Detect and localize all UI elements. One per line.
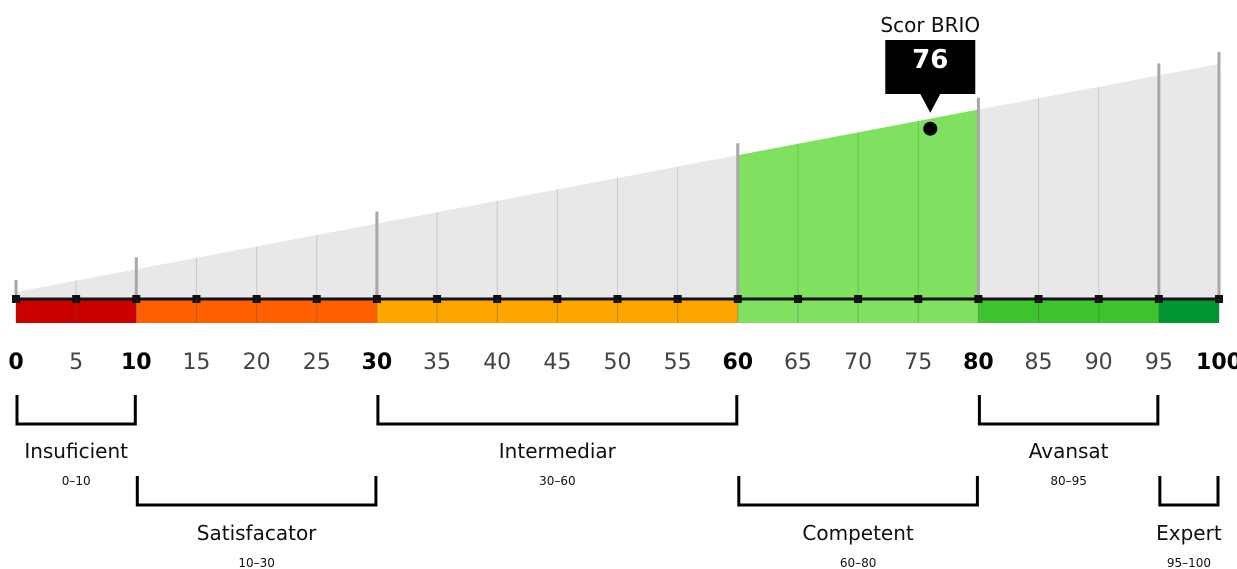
- category-range: 0–10: [62, 474, 91, 488]
- tick-label: 75: [904, 350, 932, 375]
- tick-label: 15: [182, 350, 210, 375]
- tick-label: 90: [1085, 350, 1113, 375]
- category-name: Expert: [1156, 521, 1222, 545]
- tick-label: 80: [963, 350, 994, 375]
- category-name: Insuficient: [24, 439, 128, 463]
- category-bracket: [1158, 476, 1220, 507]
- category-name: Avansat: [1029, 439, 1109, 463]
- tick-marker: [854, 295, 863, 303]
- tick-marker: [1034, 295, 1043, 303]
- tick-label: 100: [1196, 350, 1237, 375]
- marker-layer: Scor BRIO 76: [880, 13, 980, 136]
- score-value: 76: [912, 45, 948, 75]
- band-segment: [1158, 299, 1219, 323]
- tick-marker: [974, 295, 983, 303]
- tick-marker: [372, 295, 381, 303]
- label-layer: 0 5 10 15 20 25 30 35 40 45 50 55 60 65 70 75 80 85 90 95 10…: [8, 350, 1237, 375]
- score-marker: [923, 121, 938, 136]
- category-bracket: [977, 395, 1160, 426]
- grid-layer: [14, 52, 1221, 299]
- category-range: 30–60: [539, 474, 576, 488]
- tick-label: 50: [604, 350, 632, 375]
- tick-label: 35: [423, 350, 451, 375]
- tick-marker: [433, 295, 442, 303]
- tick-marker: [493, 295, 502, 303]
- category-range: 95–100: [1167, 556, 1211, 569]
- tick-marker: [914, 295, 923, 303]
- category-range: 60–80: [840, 556, 877, 569]
- tick-marker: [553, 295, 562, 303]
- tick-label: 85: [1025, 350, 1053, 375]
- tick-label: 30: [362, 350, 393, 375]
- tick-marker: [613, 295, 622, 303]
- score-callout: [885, 40, 976, 113]
- tick-label: 55: [664, 350, 692, 375]
- tick-label: 60: [722, 350, 753, 375]
- tick-label: 5: [69, 350, 83, 375]
- tick-label: 65: [784, 350, 812, 375]
- category-range: 80–95: [1050, 474, 1087, 488]
- axis-layer: [12, 295, 1223, 323]
- tick-marker: [12, 295, 20, 303]
- tick-marker: [252, 295, 261, 303]
- tick-label: 10: [121, 350, 152, 375]
- category-bracket: [15, 395, 137, 426]
- category-bracket: [376, 395, 739, 426]
- tick-marker: [192, 295, 201, 303]
- tick-label: 95: [1145, 350, 1173, 375]
- tick-marker: [733, 295, 742, 303]
- tick-marker: [132, 295, 141, 303]
- tick-marker: [673, 295, 682, 303]
- category-name: Satisfacator: [197, 521, 317, 545]
- bracket-layer: Insuficient 0–10 Satisfacator 10–30 Intermed…: [15, 395, 1222, 569]
- tick-label: 70: [844, 350, 872, 375]
- tick-marker: [1154, 295, 1163, 303]
- category-bracket: [737, 476, 979, 507]
- tick-marker: [1094, 295, 1103, 303]
- tick-label: 45: [543, 350, 571, 375]
- category-name: Intermediar: [499, 439, 617, 463]
- tick-label: 40: [483, 350, 511, 375]
- tick-marker: [312, 295, 321, 303]
- tick-label: 0: [8, 350, 23, 375]
- category-range: 10–30: [238, 556, 275, 569]
- tick-marker: [793, 295, 802, 303]
- tick-marker: [1215, 295, 1223, 303]
- score-title: Scor BRIO: [880, 13, 980, 37]
- tick-marker: [72, 295, 81, 303]
- tick-label: 25: [303, 350, 331, 375]
- category-name: Competent: [802, 521, 914, 545]
- tick-label: 20: [243, 350, 271, 375]
- band-segment: [978, 299, 1159, 323]
- category-bracket: [135, 476, 378, 507]
